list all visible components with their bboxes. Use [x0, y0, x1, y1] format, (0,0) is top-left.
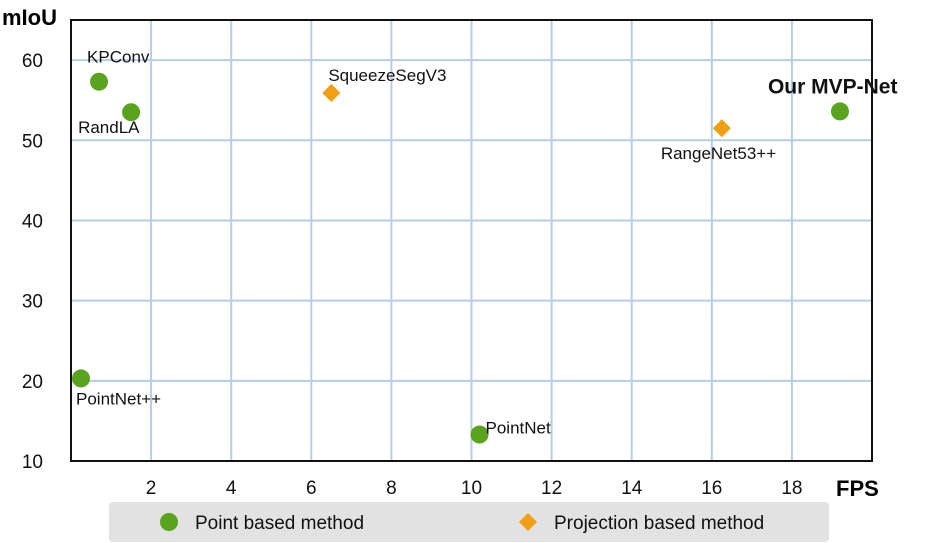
legend-marker [160, 513, 178, 531]
point-label: RandLA [78, 118, 140, 137]
x-axis-ticks: 2 4 6 8 10 12 14 16 18 [146, 478, 803, 499]
y-tick-label: 50 [22, 131, 43, 152]
point-label: PointNet [486, 419, 551, 438]
x-tick-label: 16 [701, 478, 722, 499]
plot-frame [70, 19, 873, 462]
point-marker [90, 72, 109, 91]
point-marker [122, 103, 141, 122]
point-marker [322, 83, 341, 102]
x-tick-label: 8 [386, 478, 397, 499]
y-tick-label: 20 [22, 372, 43, 393]
x-axis-label: FPS [836, 476, 879, 501]
point-marker [830, 102, 849, 121]
legend-label: Point based method [195, 513, 364, 534]
point-label: KPConv [87, 48, 150, 67]
data-points: KPConv RandLA PointNet++ PointNet Our MVP-Ne… [72, 48, 897, 444]
point-marker [470, 425, 489, 444]
point-label: RangeNet53++ [661, 144, 776, 163]
point-label: Our MVP-Net [768, 75, 898, 98]
y-axis-label: mIoU [2, 5, 57, 30]
point-label: SqueezeSegV3 [328, 66, 446, 85]
legend-box [109, 502, 829, 542]
legend: Point based method Projection based metho… [109, 502, 829, 542]
x-tick-label: 6 [306, 478, 317, 499]
grid-lines [71, 20, 872, 462]
y-tick-label: 60 [22, 51, 43, 72]
x-tick-label: 2 [146, 478, 157, 499]
x-tick-label: 14 [621, 478, 643, 499]
x-tick-label: 18 [781, 478, 802, 499]
x-tick-label: 12 [541, 478, 562, 499]
legend-label: Projection based method [554, 513, 764, 534]
x-tick-label: 10 [461, 478, 482, 499]
y-tick-label: 10 [22, 452, 43, 473]
point-label: PointNet++ [76, 389, 161, 408]
legend-marker [519, 513, 537, 531]
x-tick-label: 4 [226, 478, 237, 499]
point-marker [712, 119, 731, 138]
y-axis-ticks: 10 20 30 40 50 60 [22, 51, 43, 473]
point-marker [72, 369, 91, 388]
y-tick-label: 40 [22, 211, 43, 232]
y-tick-label: 30 [22, 292, 43, 313]
